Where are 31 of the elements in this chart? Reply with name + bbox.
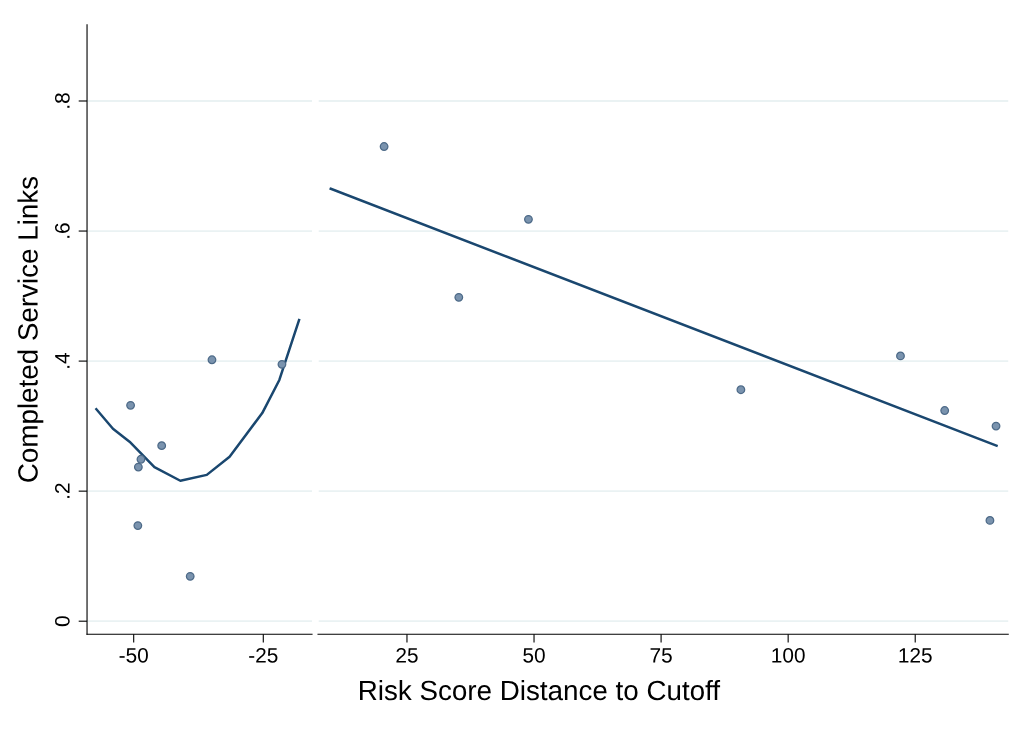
y-tick-label: .8 [54,93,70,108]
x-tick-label: 75 [650,648,672,663]
point [126,400,136,410]
point [185,571,195,581]
point [136,454,146,464]
x-axis-title: Risk Score Distance to Cutoff [360,679,721,701]
point [991,421,1001,431]
point [940,406,950,415]
point [277,359,287,369]
y-tick-label: .4 [55,353,70,368]
y-tick-label: 0 [54,616,70,627]
x-tick-label: 50 [523,647,545,663]
y-tick-label: .2 [54,483,70,498]
point [985,515,995,525]
point [454,292,464,302]
point [736,385,746,395]
point [896,351,905,361]
point [133,462,143,472]
point [207,355,217,365]
point [133,521,143,531]
x-tick-label: 100 [772,647,805,663]
y-tick-label: .6 [54,223,70,238]
x-tick-label: 25 [396,647,418,663]
point [379,142,389,151]
x-tick-label: -25 [249,647,278,663]
x-tick-label: -50 [119,647,148,663]
point [524,214,533,224]
line-series [95,318,301,482]
y-axis-title: Completed Service Links [17,176,44,482]
point [157,441,167,451]
x-tick-label: 125 [899,647,932,663]
